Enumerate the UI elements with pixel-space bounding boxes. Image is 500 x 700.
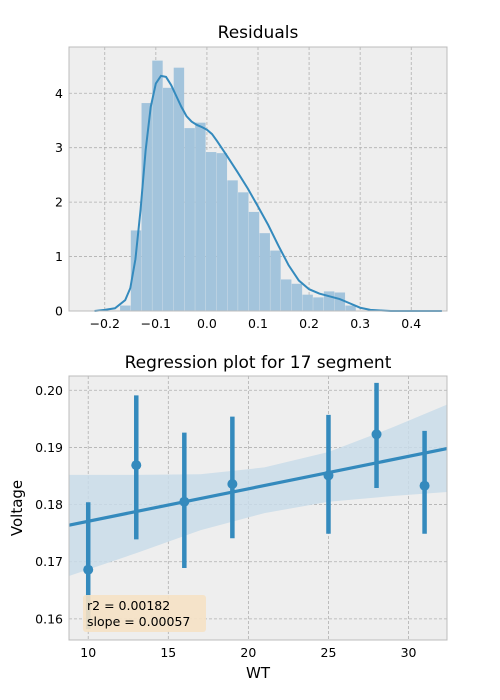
data-point bbox=[371, 429, 382, 440]
y-tick-label: 0.20 bbox=[35, 383, 63, 398]
histogram-bar bbox=[205, 152, 217, 311]
histogram-bar bbox=[238, 192, 249, 311]
data-point bbox=[131, 460, 142, 471]
regression-x-ticks: 10 15 20 25 30 bbox=[80, 645, 416, 660]
annotation-slope: slope = 0.00057 bbox=[87, 614, 190, 629]
y-tick-label: 0.16 bbox=[35, 611, 63, 626]
x-tick-label: 20 bbox=[240, 645, 256, 660]
data-point bbox=[227, 479, 238, 489]
residuals-x-ticks: −0.2 −0.1 0.0 0.1 0.2 0.3 0.4 bbox=[90, 316, 422, 331]
regression-x-label: WT bbox=[246, 664, 271, 682]
y-tick-label: 0.18 bbox=[35, 497, 63, 512]
regression-frame bbox=[68, 375, 448, 641]
x-tick-label: 30 bbox=[401, 645, 417, 660]
y-tick-label: 4 bbox=[55, 86, 63, 101]
histogram-bar bbox=[259, 233, 270, 311]
histogram-bar bbox=[291, 283, 303, 311]
x-tick-label: 0.4 bbox=[401, 316, 421, 331]
histogram-bar bbox=[270, 250, 281, 311]
residuals-y-ticks: 0 1 2 3 4 bbox=[55, 86, 63, 319]
histogram-bar bbox=[173, 67, 185, 311]
histogram-bar bbox=[162, 87, 174, 312]
residuals-kde-line bbox=[94, 74, 442, 312]
regression-confidence-band bbox=[69, 404, 447, 576]
histogram-bar bbox=[152, 60, 163, 311]
regression-y-ticks: 0.16 0.17 0.18 0.19 0.20 bbox=[35, 383, 63, 627]
residuals-chart: −0.2 −0.1 0.0 0.1 0.2 0.3 0.4 0 1 2 3 4 Residuals bbox=[55, 23, 448, 331]
y-tick-label: 0 bbox=[55, 304, 63, 319]
x-tick-label: 0.1 bbox=[248, 316, 268, 331]
x-tick-label: 25 bbox=[321, 645, 337, 660]
regression-annotation: r2 = 0.00182 slope = 0.00057 bbox=[83, 595, 206, 632]
x-tick-label: 0.3 bbox=[350, 316, 370, 331]
x-tick-label: 0.0 bbox=[197, 316, 217, 331]
histogram-bar bbox=[323, 291, 335, 311]
y-tick-label: 0.19 bbox=[35, 440, 63, 455]
histogram-bar bbox=[184, 128, 195, 311]
histogram-bar bbox=[227, 180, 238, 311]
x-tick-label: 0.2 bbox=[299, 316, 319, 331]
regression-line bbox=[68, 447, 448, 527]
histogram-bar bbox=[120, 305, 131, 311]
x-tick-label: −0.1 bbox=[141, 316, 171, 331]
residuals-frame bbox=[68, 46, 448, 312]
data-point bbox=[419, 480, 430, 491]
histogram-bar bbox=[280, 279, 292, 311]
annotation-box bbox=[83, 595, 206, 632]
histogram-bar bbox=[334, 292, 346, 311]
histogram-bar bbox=[130, 230, 142, 311]
data-point bbox=[323, 470, 334, 481]
histogram-bar bbox=[302, 294, 313, 311]
x-tick-label: 15 bbox=[160, 645, 176, 660]
histogram-bar bbox=[216, 153, 228, 311]
data-point bbox=[83, 564, 94, 575]
histogram-bar bbox=[141, 103, 152, 311]
y-tick-label: 3 bbox=[55, 140, 63, 155]
regression-chart: 10 15 20 25 30 0.16 0.17 0.18 0.19 0.20 Regressi… bbox=[8, 353, 448, 682]
data-point bbox=[179, 496, 190, 507]
x-tick-label: 10 bbox=[80, 645, 96, 660]
regression-y-label: Voltage bbox=[8, 480, 26, 536]
y-tick-label: 2 bbox=[55, 195, 63, 210]
histogram-bar bbox=[313, 297, 324, 311]
annotation-r2: r2 = 0.00182 bbox=[87, 598, 170, 613]
residuals-histogram bbox=[120, 60, 356, 312]
y-tick-label: 1 bbox=[55, 249, 63, 264]
histogram-bar bbox=[195, 122, 206, 311]
x-tick-label: −0.2 bbox=[90, 316, 120, 331]
regression-title: Regression plot for 17 segment bbox=[125, 353, 392, 373]
histogram-bar bbox=[345, 305, 356, 311]
residuals-title: Residuals bbox=[218, 23, 299, 43]
y-tick-label: 0.17 bbox=[35, 554, 63, 569]
histogram-bar bbox=[248, 211, 260, 311]
